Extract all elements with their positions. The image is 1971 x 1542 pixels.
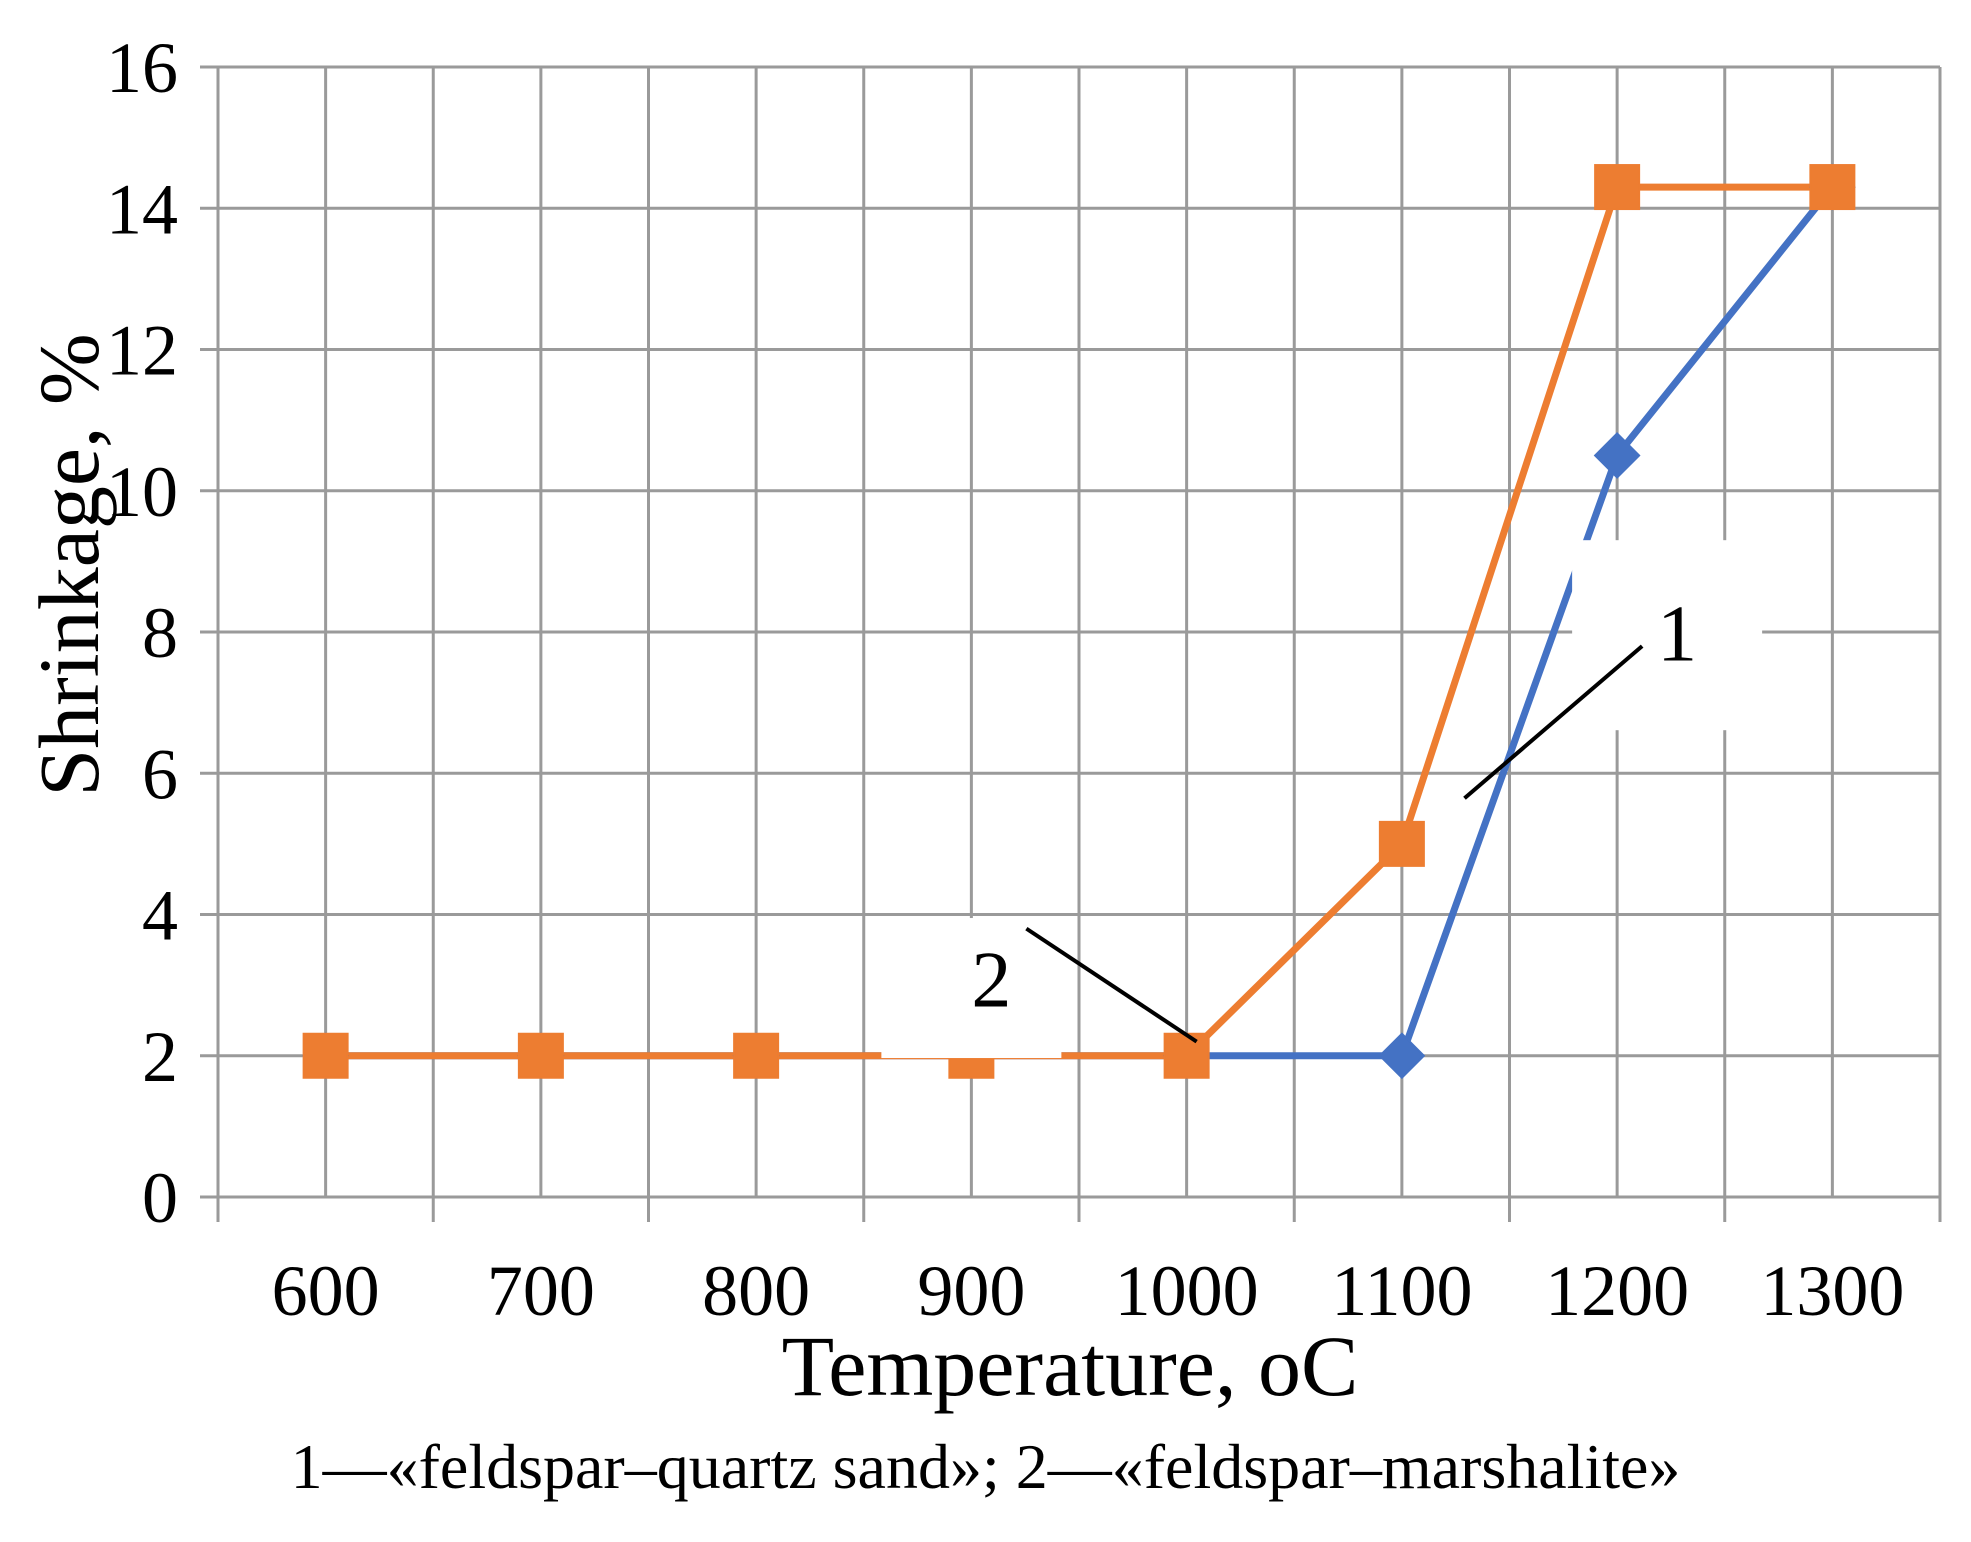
y-tick-label: 8 bbox=[142, 593, 178, 673]
legend-caption: 1—«feldspar–quartz sand»; 2—«feldspar–ma… bbox=[290, 1431, 1681, 1502]
annotation-2-label: 2 bbox=[971, 936, 1011, 1024]
x-axis-title-text: Temperature, bbox=[782, 1318, 1258, 1414]
y-tick-label: 6 bbox=[142, 734, 178, 814]
y-tick-label: 2 bbox=[142, 1017, 178, 1097]
series-2-point bbox=[1378, 820, 1425, 867]
x-tick-label: 1200 bbox=[1545, 1251, 1689, 1331]
grid bbox=[200, 65, 1942, 1222]
x-tick-label: 800 bbox=[702, 1251, 810, 1331]
x-tick-label: 1300 bbox=[1760, 1251, 1904, 1331]
y-tick-label: 10 bbox=[106, 452, 178, 532]
y-tick-label: 4 bbox=[142, 876, 178, 956]
series-2-point bbox=[1809, 164, 1856, 211]
y-tick-label: 12 bbox=[106, 311, 178, 391]
y-axis-ticks: 0 2 4 6 8 10 12 14 16 bbox=[106, 28, 178, 1238]
y-tick-label: 0 bbox=[142, 1158, 178, 1238]
series-1-point bbox=[1378, 1032, 1426, 1080]
y-tick-label: 14 bbox=[106, 169, 178, 249]
annotation-1-leader bbox=[1463, 644, 1644, 800]
annotation-1-background bbox=[1572, 540, 1763, 731]
x-tick-label: 700 bbox=[487, 1251, 595, 1331]
series-2-point bbox=[1594, 164, 1641, 211]
series-line-2 bbox=[325, 183, 1833, 1060]
x-tick-label: 600 bbox=[272, 1251, 380, 1331]
x-tick-label: 1100 bbox=[1331, 1251, 1472, 1331]
y-axis-title: Shrinkage, % bbox=[21, 333, 117, 796]
series-2-point bbox=[302, 1032, 349, 1079]
series-2-point bbox=[1163, 1032, 1210, 1079]
x-axis-title: Temperature, oC bbox=[782, 1318, 1359, 1414]
series-2-point bbox=[517, 1032, 564, 1079]
series-2-point bbox=[733, 1032, 780, 1079]
annotation-1-label: 1 bbox=[1657, 590, 1697, 678]
x-axis-title-unit: oC bbox=[1258, 1318, 1358, 1414]
x-axis-ticks: 600 700 800 900 1000 1100 1200 1300 bbox=[272, 1251, 1905, 1331]
annotation-2-background bbox=[881, 918, 1062, 1059]
annotations: 12 bbox=[881, 540, 1763, 1059]
annotation-2-leader bbox=[1025, 926, 1198, 1044]
y-tick-label: 16 bbox=[106, 28, 178, 108]
x-tick-label: 1000 bbox=[1115, 1251, 1259, 1331]
series-1-point bbox=[1593, 432, 1641, 479]
x-tick-label: 900 bbox=[917, 1251, 1025, 1331]
